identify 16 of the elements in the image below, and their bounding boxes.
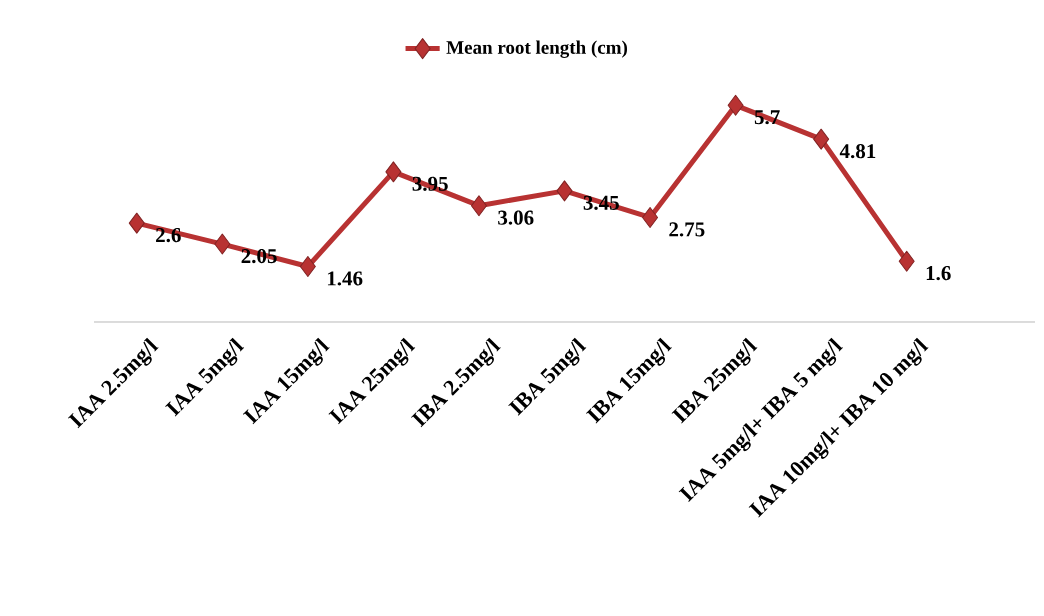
data-label: 3.06	[498, 210, 534, 225]
data-label: 1.6	[926, 266, 951, 281]
point	[727, 94, 744, 116]
point	[385, 161, 402, 183]
data-label: 1.46	[327, 271, 363, 286]
point	[214, 233, 231, 255]
point	[642, 206, 659, 228]
point	[299, 256, 316, 277]
point	[128, 212, 145, 234]
point	[898, 250, 915, 272]
legend-label: Mean root length (cm)	[446, 40, 628, 58]
point	[813, 128, 830, 150]
point	[470, 195, 487, 217]
data-label: 2.75	[669, 222, 705, 237]
data-label: 4.81	[839, 144, 876, 159]
point	[556, 180, 573, 202]
